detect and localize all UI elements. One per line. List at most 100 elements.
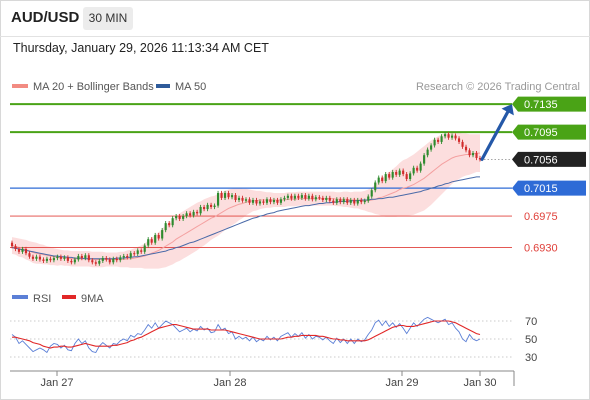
projection-arrowhead (501, 104, 514, 116)
candle-body (388, 174, 391, 178)
candle-body (126, 256, 129, 258)
candle (251, 197, 255, 205)
candle-body (150, 239, 153, 243)
candle-body (216, 193, 220, 206)
candle-body (398, 170, 401, 175)
candle (182, 214, 185, 221)
candle (10, 240, 14, 249)
candle-body (272, 200, 276, 203)
candle-body (136, 250, 139, 254)
legend-label-ma50: MA 50 (175, 81, 206, 93)
candle (220, 190, 223, 200)
candle (304, 193, 307, 201)
candle (175, 214, 178, 221)
candle (206, 202, 209, 212)
candle (311, 193, 314, 202)
candle-body (189, 213, 192, 216)
candle (426, 147, 429, 158)
candle (433, 137, 436, 148)
candle (353, 197, 356, 206)
candle-body (276, 200, 279, 203)
candle-body (164, 223, 167, 231)
candles (10, 132, 482, 266)
candle (77, 253, 80, 262)
candle (405, 172, 408, 182)
candle-body (122, 256, 125, 258)
candle (87, 253, 90, 263)
candle-body (478, 158, 482, 160)
candle-body (24, 249, 28, 254)
candle-body (178, 216, 181, 219)
candle-body (346, 199, 349, 203)
candle (216, 190, 220, 208)
candle (321, 195, 324, 203)
level-tag-pivot: 0.7015 (524, 183, 558, 195)
candle-body (395, 172, 398, 175)
candle (31, 254, 35, 261)
candle (381, 175, 384, 184)
candle-body (80, 256, 83, 259)
x-tick-label: Jan 27 (40, 377, 73, 389)
candle (101, 256, 104, 263)
candle (423, 153, 426, 166)
rsi-plot: RSI 9MA 70 50 30 (10, 293, 537, 364)
candle (244, 197, 248, 203)
candle-body (213, 205, 216, 207)
candle (283, 195, 286, 202)
candle-body (168, 223, 171, 226)
candle-body (171, 218, 174, 226)
candle-body (49, 258, 52, 261)
level-tag-resistance: 0.7095 (524, 127, 558, 139)
candle (196, 209, 199, 216)
candle (370, 188, 373, 199)
candle (185, 211, 188, 219)
rsi-9ma-line (12, 320, 481, 349)
candle-body (161, 230, 164, 239)
candle (178, 214, 181, 221)
candle (356, 197, 359, 206)
candle (133, 251, 136, 256)
candle-body (374, 182, 377, 191)
candle-body (28, 253, 31, 257)
candle (339, 197, 342, 205)
candle-body (143, 245, 146, 252)
candle (234, 193, 237, 203)
level-tags: 0.7135 0.7095 0.7056 0.7015 0.6975 0.6930 (512, 96, 586, 255)
candle-body (304, 195, 307, 199)
candle-body (339, 199, 342, 203)
candle (377, 175, 380, 185)
legend-label-ma20-bollinger: MA 20 + Bollinger Bands (33, 81, 154, 93)
candle-body (342, 199, 345, 203)
candle-body (297, 195, 300, 198)
candle (129, 251, 132, 260)
candle-body (42, 259, 45, 261)
projection-arrow-shaft (480, 110, 510, 161)
candle (192, 209, 195, 218)
candle (478, 155, 482, 162)
candle-body (471, 153, 475, 156)
candle-body (73, 259, 76, 263)
candle-body (356, 200, 359, 204)
level-tag-support: 0.6930 (524, 243, 558, 255)
candle-body (321, 197, 324, 200)
candle (115, 256, 118, 263)
candle (189, 211, 192, 218)
candle-body (45, 258, 49, 261)
rsi-tick-label: 70 (525, 316, 537, 328)
legend-swatch-rsi (12, 295, 28, 299)
candle-body (423, 155, 426, 164)
candle (346, 197, 349, 205)
candle-body (391, 172, 394, 178)
candle-body (279, 199, 283, 203)
candle (297, 193, 300, 200)
level-tag-bg-pivot (512, 180, 586, 196)
candle (21, 246, 24, 254)
candle (300, 193, 303, 200)
candle (286, 193, 289, 200)
candle (164, 221, 167, 233)
level-tag-current: 0.7056 (524, 154, 558, 166)
timeframe-badge[interactable]: 30 MIN (83, 7, 133, 30)
candle (52, 256, 55, 263)
candle (367, 194, 370, 203)
